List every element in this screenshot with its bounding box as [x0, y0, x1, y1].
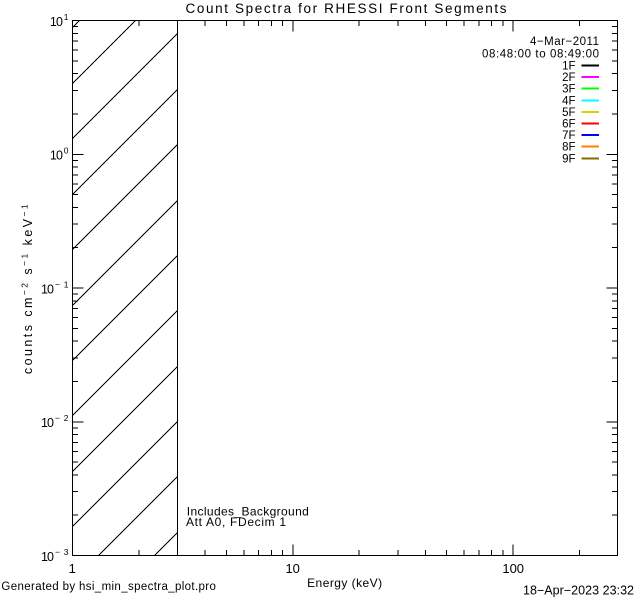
svg-text:1F: 1F [562, 60, 575, 72]
svg-text:10: 10 [50, 149, 63, 163]
svg-text:18−Apr−2023 23:32: 18−Apr−2023 23:32 [523, 583, 634, 597]
svg-text:10: 10 [41, 550, 54, 564]
svg-text:10: 10 [41, 416, 54, 430]
svg-text:Includes_Background: Includes_Background [187, 505, 309, 519]
svg-text:counts cm−2 s−1 keV−1: counts cm−2 s−1 keV−1 [19, 202, 35, 374]
svg-text:0: 0 [64, 146, 69, 156]
svg-text:4−Mar−2011: 4−Mar−2011 [530, 36, 599, 48]
svg-text:10: 10 [50, 15, 63, 29]
svg-text:3F: 3F [562, 84, 575, 96]
svg-text:Count Spectra for RHESSI Front: Count Spectra for RHESSI Front Segments [186, 1, 507, 16]
svg-text:10: 10 [285, 561, 299, 576]
svg-text:1: 1 [64, 12, 69, 22]
svg-text:6F: 6F [562, 119, 575, 131]
svg-text:5F: 5F [562, 107, 575, 119]
svg-text:7F: 7F [562, 130, 575, 142]
svg-text:Generated by hsi_min_spectra_p: Generated by hsi_min_spectra_plot.pro [1, 581, 216, 593]
svg-text:100: 100 [502, 561, 524, 576]
svg-text:4F: 4F [562, 95, 575, 107]
svg-text:Energy (keV): Energy (keV) [307, 576, 382, 590]
svg-text:9F: 9F [562, 153, 575, 165]
svg-text:10: 10 [41, 282, 54, 296]
svg-text:2F: 2F [562, 72, 575, 84]
svg-text:8F: 8F [562, 142, 575, 154]
svg-text:Att A0, FDecim 1: Att A0, FDecim 1 [186, 515, 286, 529]
svg-text:08:48:00 to 08:49:00: 08:48:00 to 08:49:00 [482, 48, 599, 60]
svg-text:1: 1 [69, 561, 76, 576]
